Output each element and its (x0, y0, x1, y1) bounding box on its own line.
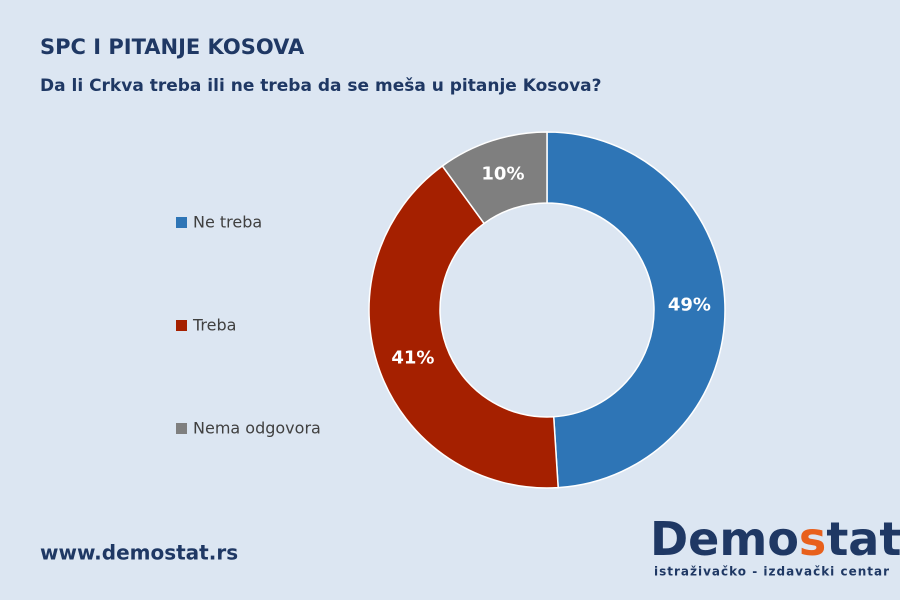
logo-part: Demo (650, 512, 799, 566)
logo-part: s (799, 512, 826, 566)
logo-tagline: istraživačko - izdavački centar (654, 565, 890, 579)
donut-slice (441, 131, 548, 225)
legend-swatch (176, 423, 187, 434)
legend-swatch (176, 320, 187, 331)
logo: Demostat (650, 512, 900, 566)
data-label: 49% (668, 295, 711, 316)
legend-swatch (176, 217, 187, 228)
data-label: 10% (481, 163, 524, 184)
data-label: 41% (391, 347, 434, 368)
chart-title: SPC I PITANJE KOSOVA (40, 35, 305, 59)
chart-subtitle: Da li Crkva treba ili ne treba da se meš… (40, 76, 602, 96)
donut-slice (546, 131, 726, 489)
logo-part: tat (826, 512, 900, 566)
donut-slice (368, 164, 559, 489)
legend-label: Treba (192, 316, 236, 335)
legend-label: Nema odgovora (193, 419, 321, 438)
website: www.demostat.rs (40, 541, 238, 565)
legend-label: Ne treba (193, 213, 262, 232)
